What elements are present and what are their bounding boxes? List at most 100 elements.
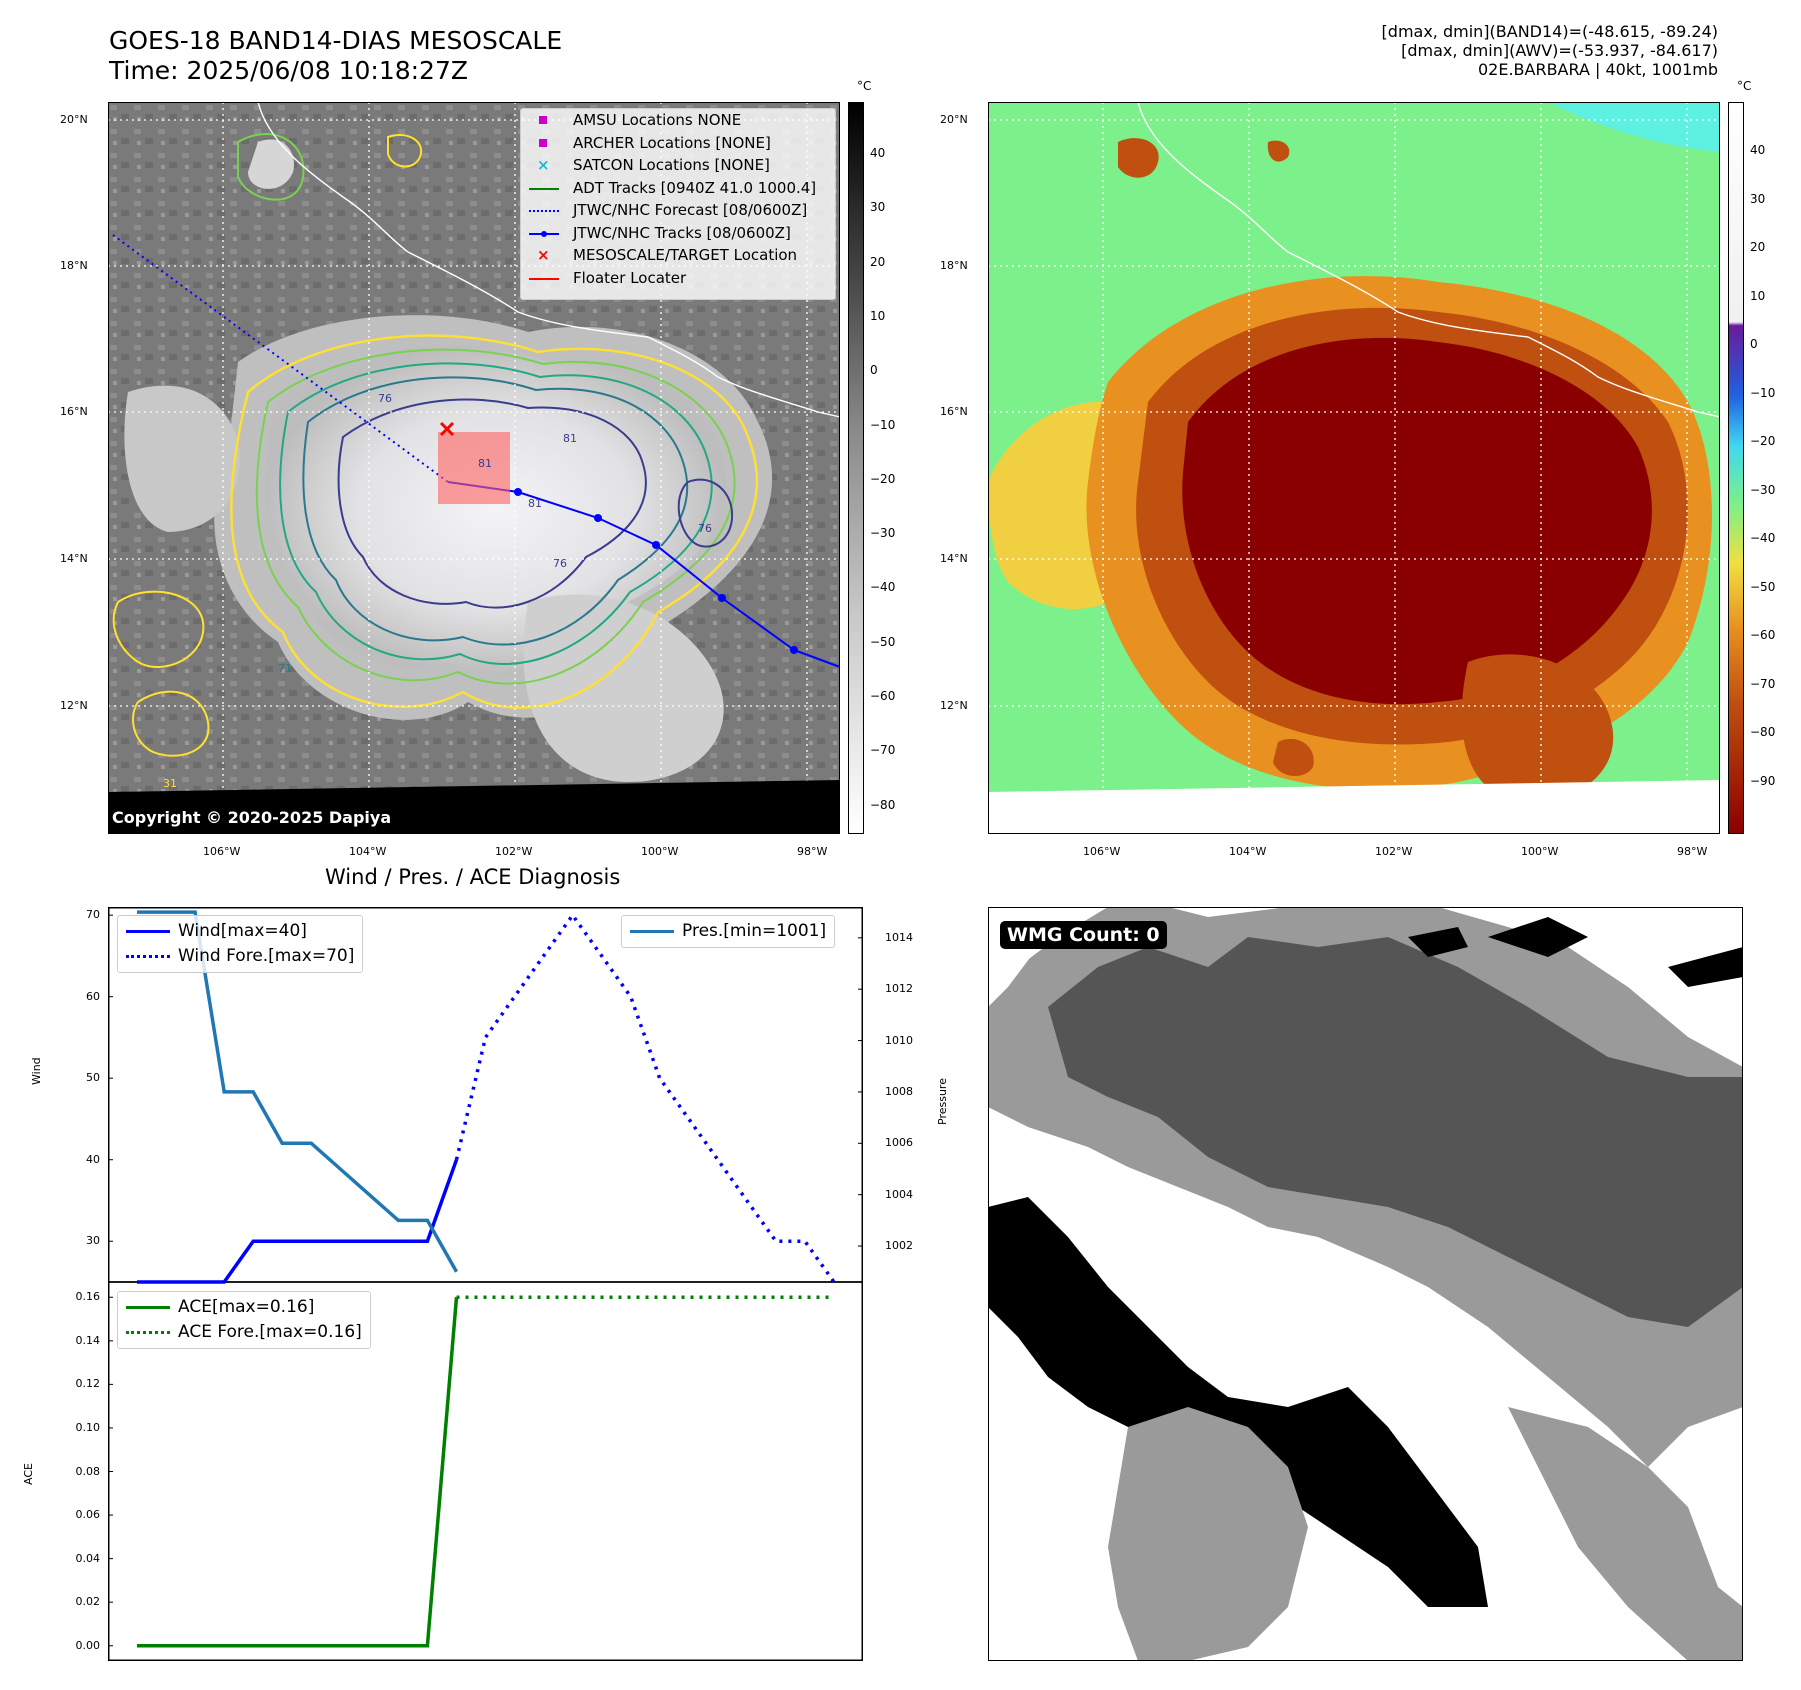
ir-lon-label: 106°W (203, 845, 241, 858)
ir-legend-label: MESOSCALE/TARGET Location (573, 246, 798, 264)
pressure-tick-label: 1002 (885, 1239, 913, 1253)
contour-label: 76 (553, 557, 567, 570)
colorbar-tick: 30 (1750, 191, 1766, 206)
ir-lat-label: 16°N (60, 405, 88, 418)
ir-legend-swatch (529, 210, 559, 212)
ir-legend-dot (541, 230, 547, 237)
title-line-2: Time: 2025/06/08 10:18:27Z (109, 56, 468, 85)
colorbar-tick: −50 (1750, 579, 1776, 594)
ir-legend-label: JTWC/NHC Tracks [08/0600Z] (573, 223, 791, 242)
diag-plot (108, 907, 863, 1661)
ace-axis-label: ACE (22, 1463, 35, 1485)
colorbar-tick: 40 (1750, 143, 1766, 157)
contour-label: 71 (278, 662, 292, 675)
ir-lon-label: 104°W (349, 845, 387, 858)
figure-title: GOES-18 BAND14-DIAS MESOSCALE Time: 2025… (109, 26, 562, 86)
ir-legend-item: × MESOSCALE/TARGET Location (521, 244, 835, 267)
colorbar-tick: 0 (1750, 337, 1758, 351)
awv-colorbar-unit: °C (1737, 79, 1752, 93)
legend-ace-swatch (126, 1305, 170, 1309)
pressure-tick-label: 1012 (885, 982, 913, 996)
colorbar-tick: −70 (870, 743, 896, 758)
ir-lon-label: 100°W (641, 845, 679, 858)
ir-map-panel: 81 81 81 76 76 76 71 31 Copyright © 2020… (108, 102, 840, 834)
colorbar-tick: 20 (1750, 240, 1766, 254)
ir-legend-swatch: × (537, 156, 550, 174)
colorbar-tick: −40 (870, 580, 896, 595)
title-line-1: GOES-18 BAND14-DIAS MESOSCALE (109, 26, 563, 55)
wmg-count-badge: WMG Count: 0 (1000, 921, 1167, 949)
diag-panel: Wind[max=40] Wind Fore.[max=70] Pres.[mi… (76, 907, 913, 1661)
info-line-3: 02E.BARBARA | 40kt, 1001mb (1477, 60, 1718, 79)
ir-lat-label: 14°N (60, 552, 88, 565)
legend-wind-fore-swatch (126, 954, 170, 958)
awv-lon-label: 102°W (1375, 845, 1413, 858)
legend-ace-fore-label: ACE Fore.[max=0.16] (178, 1322, 362, 1342)
wind-tick-label: 60 (86, 989, 100, 1003)
copyright-text: Copyright © 2020-2025 Dapiya (112, 808, 392, 827)
legend-ace-label: ACE[max=0.16] (178, 1297, 315, 1317)
pressure-tick-label: 1010 (885, 1033, 913, 1047)
wind-forecast-line (454, 912, 836, 1284)
ir-legend-label: ADT Tracks [0940Z 41.0 1000.4] (573, 178, 817, 197)
wind-tick-label: 50 (86, 1071, 100, 1085)
legend-pres-label: Pres.[min=1001] (682, 921, 827, 941)
awv-lat-label: 18°N (940, 259, 968, 272)
ir-lat-label: 20°N (60, 113, 88, 126)
colorbar-tick: −30 (1750, 482, 1776, 497)
colorbar-tick: 20 (870, 254, 886, 269)
ir-legend-swatch (529, 230, 559, 237)
colorbar-tick: 0 (870, 363, 878, 378)
awv-gridlines (988, 102, 1720, 834)
legend-wind-label: Wind[max=40] (178, 921, 307, 941)
wmg-panel: WMG Count: 0 (988, 907, 1743, 1661)
contour-label: 76 (378, 392, 392, 405)
wmg-frame (988, 907, 1743, 1661)
colorbar-tick: −80 (870, 797, 896, 812)
colorbar-tick: −20 (870, 471, 896, 486)
colorbar-tick: −50 (870, 634, 896, 649)
awv-lon-label: 98°W (1677, 845, 1708, 858)
awv-lat-label: 20°N (940, 113, 968, 126)
wind-legend: Wind[max=40] Wind Fore.[max=70] (117, 915, 364, 973)
wind-tick-label: 70 (86, 908, 100, 922)
pressure-legend: Pres.[min=1001] (621, 915, 836, 948)
legend-ace-fore-swatch (126, 1330, 170, 1334)
colorbar-tick: 10 (870, 308, 886, 323)
wind-tick-label: 30 (86, 1234, 100, 1248)
ir-lon-label: 102°W (495, 845, 533, 858)
colorbar-tick: −10 (870, 417, 896, 432)
awv-lat-label: 12°N (940, 699, 968, 712)
legend-wind-fore: Wind Fore.[max=70] (126, 944, 354, 969)
wind-axis-label: Wind (30, 1057, 43, 1085)
awv-lon-label: 104°W (1229, 845, 1267, 858)
storm-info: [dmax, dmin](BAND14)=(-48.615, -89.24) [… (1382, 22, 1718, 79)
ace-tick-label: 0.12 (75, 1377, 101, 1391)
colorbar-tick: 10 (1750, 288, 1766, 303)
pressure-tick-label: 1006 (885, 1136, 913, 1150)
ir-colorbar-unit: °C (857, 79, 872, 93)
legend-ace-fore: ACE Fore.[max=0.16] (126, 1320, 362, 1345)
legend-wind-fore-label: Wind Fore.[max=70] (178, 946, 355, 966)
ir-gridlines (108, 102, 840, 834)
floater-box (438, 432, 510, 504)
colorbar-tick: −70 (1750, 676, 1776, 691)
contour-label: 81 (478, 457, 492, 470)
ir-colorbar (848, 102, 864, 834)
diag-title: Wind / Pres. / ACE Diagnosis (325, 865, 621, 889)
ir-legend-item: Floater Locater (521, 267, 835, 290)
ir-legend-label: JTWC/NHC Forecast [08/0600Z] (573, 201, 808, 219)
ir-legend-item: AMSU Locations NONE (521, 109, 835, 132)
ace-tick-label: 0.10 (75, 1420, 101, 1434)
legend-ace: ACE[max=0.16] (126, 1295, 362, 1320)
colorbar-tick: −60 (870, 689, 896, 703)
ace-tick-label: 0.02 (75, 1595, 101, 1609)
awv-map-panel (988, 102, 1720, 834)
ir-lon-label: 98°W (797, 845, 828, 858)
contour-label: 31 (163, 777, 177, 790)
ace-tick-label: 0.14 (75, 1333, 101, 1347)
target-marker (439, 421, 455, 437)
contour-label: 81 (563, 432, 577, 445)
colorbar-tick: −90 (1750, 773, 1776, 788)
awv-lat-label: 16°N (940, 405, 968, 418)
